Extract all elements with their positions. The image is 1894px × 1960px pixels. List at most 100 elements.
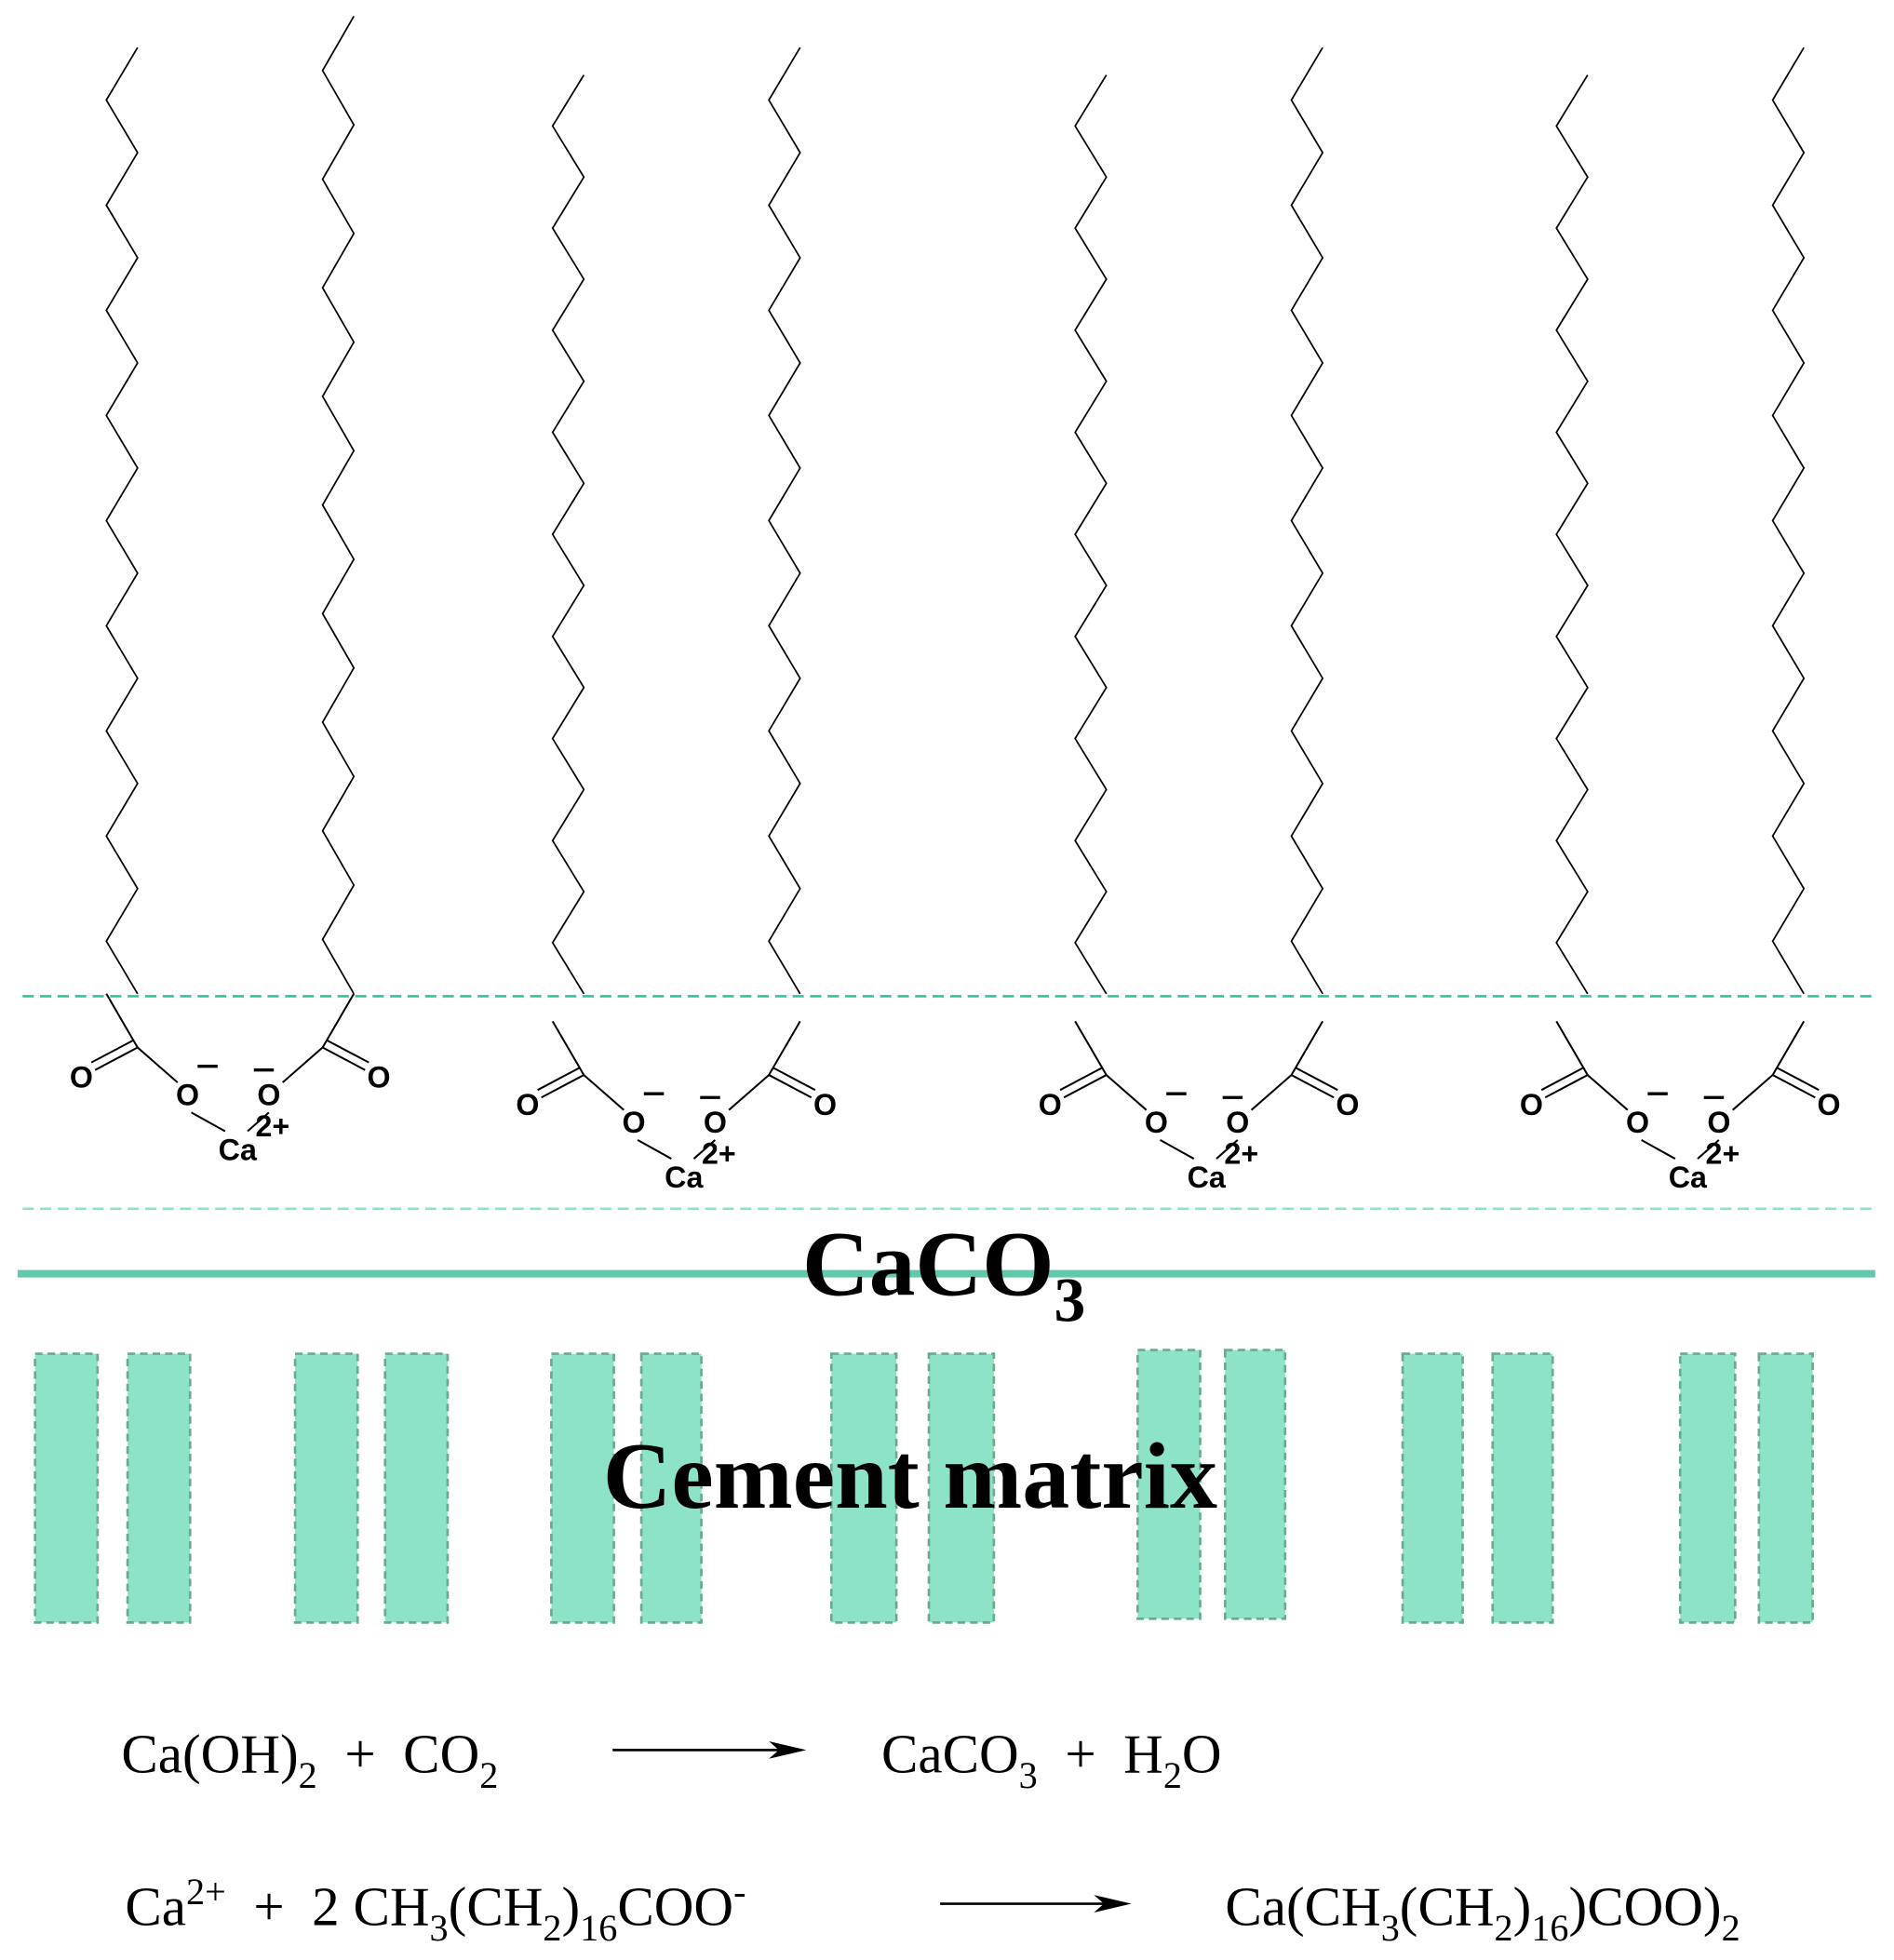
- bond: [1731, 1074, 1774, 1111]
- text-part: (CH: [1400, 1875, 1495, 1937]
- atom-label: 2+: [1224, 1136, 1258, 1170]
- bond: [692, 1139, 717, 1160]
- text-part: Ca(CH: [1225, 1875, 1380, 1937]
- atom-label: O: [1707, 1106, 1730, 1139]
- arrow-head: [769, 1740, 807, 1759]
- text-part: 2: [543, 1907, 561, 1949]
- alkyl-chain: [1555, 74, 1589, 995]
- atom-label: O: [813, 1088, 837, 1121]
- bond: [1587, 1074, 1629, 1111]
- bond: [1544, 1074, 1589, 1099]
- bond: [772, 1067, 816, 1092]
- text-part: + CO: [317, 1724, 479, 1785]
- equation-right: Ca(CH3(CH2)16)COO)2: [1225, 1875, 1740, 1949]
- pore: [550, 1352, 615, 1624]
- bond: [551, 1020, 585, 1076]
- text-part: O: [1182, 1724, 1222, 1785]
- bond: [94, 1046, 139, 1071]
- atom-label: O: [70, 1061, 93, 1094]
- text-part: + 2 CH: [226, 1875, 430, 1937]
- pores: [34, 1349, 1814, 1624]
- atom-label: O: [1336, 1088, 1359, 1121]
- atom-label: O: [257, 1078, 280, 1111]
- bond: [90, 1039, 135, 1064]
- alkyl-chain: [768, 47, 801, 995]
- bond: [583, 1074, 625, 1111]
- bond: [1771, 1020, 1806, 1076]
- atom-label: O: [176, 1078, 199, 1111]
- atom-label: O: [368, 1061, 391, 1094]
- pore: [1678, 1352, 1737, 1624]
- pore: [1401, 1352, 1464, 1624]
- equation-left: Ca(OH)2 + CO2: [121, 1724, 498, 1797]
- atom-label: 2+: [256, 1109, 290, 1143]
- bond: [1291, 1074, 1335, 1099]
- atom-label: O: [623, 1106, 646, 1139]
- text-part: 3: [430, 1907, 449, 1949]
- atom-label: O: [1039, 1088, 1062, 1121]
- text-part: -: [733, 1871, 746, 1913]
- text-part: Ca: [125, 1875, 186, 1937]
- text-part: 16: [1531, 1907, 1568, 1949]
- atom-label: O: [704, 1106, 727, 1139]
- equation-right: CaCO3 + H2O: [881, 1724, 1222, 1797]
- layer-label: CaCO3: [802, 1213, 1085, 1335]
- alkyl-chain: [105, 47, 139, 995]
- alkyl-chain: [551, 74, 585, 995]
- bond: [1250, 1074, 1293, 1111]
- bond: [137, 1046, 179, 1083]
- bond: [1540, 1067, 1585, 1092]
- alkyl-chain: [1290, 47, 1324, 995]
- text-part: 3: [1054, 1265, 1086, 1335]
- equation-left: Ca2+ + 2 CH3(CH2)16COO-: [125, 1871, 746, 1949]
- text-part: Ca(OH): [121, 1724, 298, 1785]
- text-part: 3: [1381, 1907, 1400, 1949]
- atom-label: 2+: [1706, 1136, 1740, 1170]
- bond: [281, 1046, 324, 1083]
- text-part: 3: [1019, 1754, 1038, 1796]
- text-part: 2: [1495, 1907, 1513, 1949]
- atom-label: O: [516, 1088, 539, 1121]
- bond: [1641, 1139, 1676, 1160]
- atom-label: O: [1226, 1106, 1249, 1139]
- bond: [537, 1067, 581, 1092]
- text-part: CaCO: [881, 1724, 1019, 1785]
- atom-label: Ca: [1188, 1161, 1227, 1194]
- text-part: (CH: [449, 1875, 544, 1937]
- bond: [247, 1111, 270, 1133]
- bond: [1216, 1139, 1239, 1160]
- text-part: )COO): [1569, 1875, 1722, 1937]
- pore: [639, 1352, 703, 1624]
- bond: [105, 993, 139, 1049]
- bond: [637, 1139, 672, 1160]
- pore: [293, 1352, 359, 1624]
- pore: [126, 1352, 192, 1624]
- atom-label: O: [1520, 1088, 1543, 1121]
- bond: [728, 1074, 770, 1111]
- text-part: 2: [299, 1754, 317, 1796]
- bond: [768, 1074, 813, 1099]
- text-part: 16: [580, 1907, 617, 1949]
- alkyl-chain: [1771, 47, 1806, 995]
- alkyl-chain: [321, 16, 356, 995]
- pore: [34, 1352, 100, 1624]
- bond: [321, 993, 356, 1049]
- text-part: 2: [1163, 1754, 1182, 1796]
- bond: [1295, 1067, 1338, 1092]
- atom-label: O: [1626, 1106, 1649, 1139]
- pore: [1757, 1352, 1814, 1624]
- bond: [1059, 1067, 1104, 1092]
- text-part: COO: [617, 1875, 733, 1937]
- atom-label: 2+: [702, 1136, 736, 1170]
- bond: [326, 1039, 369, 1064]
- text-part: 2: [1722, 1907, 1740, 1949]
- bond: [1555, 1020, 1589, 1076]
- bond: [1772, 1074, 1816, 1099]
